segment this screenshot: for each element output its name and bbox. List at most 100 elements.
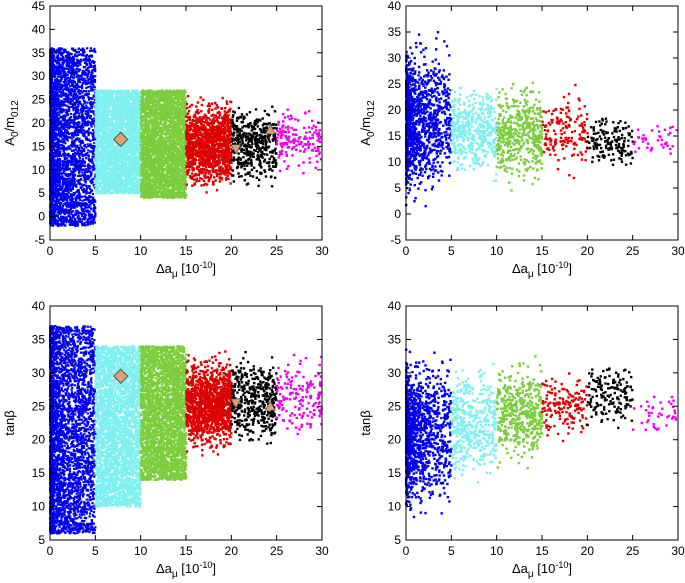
point-blue [50, 78, 54, 81]
point-blue [52, 160, 55, 163]
point-blue [68, 109, 71, 112]
point-blue [61, 167, 64, 170]
point-blue [61, 175, 64, 178]
point-blue [56, 79, 59, 83]
point-blue [63, 73, 66, 76]
point-blue [83, 212, 86, 215]
point-blue [78, 163, 81, 166]
point-blue [50, 146, 53, 150]
point-blue [68, 93, 71, 96]
point-blue [71, 223, 74, 226]
point-blue [54, 142, 57, 145]
point-blue [55, 84, 58, 87]
point-blue [61, 193, 64, 197]
point-blue [92, 49, 95, 52]
point-blue [93, 86, 96, 89]
point-blue [70, 178, 74, 182]
point-blue [60, 76, 63, 79]
point-blue [84, 176, 88, 179]
point-blue [88, 204, 91, 207]
point-blue [49, 77, 52, 80]
point-blue [55, 171, 58, 174]
point-blue [90, 207, 93, 211]
point-blue [80, 110, 83, 113]
point-blue [69, 92, 72, 95]
point-blue [72, 153, 75, 156]
point-blue [72, 126, 76, 129]
point-blue [80, 161, 83, 164]
point-blue [79, 116, 82, 119]
point-blue [55, 183, 58, 186]
point-blue [53, 126, 56, 129]
point-blue [93, 47, 96, 50]
point-blue [62, 196, 66, 199]
point-blue [68, 174, 71, 177]
point-blue [89, 100, 93, 104]
point-blue [63, 183, 66, 186]
point-blue [87, 95, 90, 98]
point-blue [50, 102, 53, 105]
point-blue [58, 68, 61, 71]
point-blue [55, 105, 59, 108]
point-blue [55, 214, 58, 217]
point-blue [56, 94, 59, 97]
point-blue [83, 210, 86, 213]
point-blue [49, 196, 52, 199]
point-blue [66, 205, 69, 208]
point-blue [50, 142, 53, 145]
point-blue [92, 149, 95, 152]
point-blue [52, 180, 55, 183]
point-blue [86, 82, 89, 85]
point-blue [50, 148, 53, 151]
point-blue [72, 206, 75, 209]
point-blue [88, 192, 91, 195]
point-blue [87, 78, 90, 81]
point-blue [87, 72, 90, 75]
point-blue [62, 80, 65, 84]
point-blue [53, 183, 56, 186]
series-blue [49, 47, 97, 228]
point-blue [70, 142, 74, 145]
point-blue [54, 106, 57, 109]
point-blue [67, 88, 70, 91]
point-blue [49, 170, 53, 173]
point-blue [54, 171, 57, 174]
point-blue [65, 97, 68, 100]
point-blue [62, 223, 65, 226]
point-blue [65, 77, 68, 80]
point-blue [56, 132, 59, 136]
point-blue [54, 173, 57, 176]
point-blue [88, 54, 92, 57]
point-blue [78, 121, 81, 124]
point-blue [70, 72, 73, 75]
point-blue [69, 65, 72, 68]
point-blue [62, 70, 65, 74]
point-blue [49, 172, 52, 175]
point-blue [70, 163, 73, 166]
point-blue [60, 125, 64, 128]
point-blue [59, 165, 62, 168]
point-blue [74, 151, 77, 154]
point-blue [92, 206, 95, 209]
point-blue [77, 159, 80, 162]
point-blue [81, 218, 84, 221]
point-blue [89, 123, 93, 126]
point-blue [65, 92, 68, 95]
point-blue [82, 107, 85, 110]
point-blue [55, 89, 58, 92]
point-blue [64, 48, 67, 51]
point-blue [89, 114, 92, 118]
point-blue [69, 112, 72, 115]
point-blue [73, 191, 77, 195]
point-blue [52, 130, 55, 133]
point-blue [62, 204, 65, 208]
point-blue [89, 144, 92, 147]
point-blue [63, 125, 66, 128]
point-blue [51, 109, 54, 112]
point-blue [80, 116, 83, 119]
point-blue [75, 185, 78, 188]
point-blue [51, 111, 54, 114]
point-cyan [127, 161, 130, 164]
point-blue [74, 70, 77, 73]
